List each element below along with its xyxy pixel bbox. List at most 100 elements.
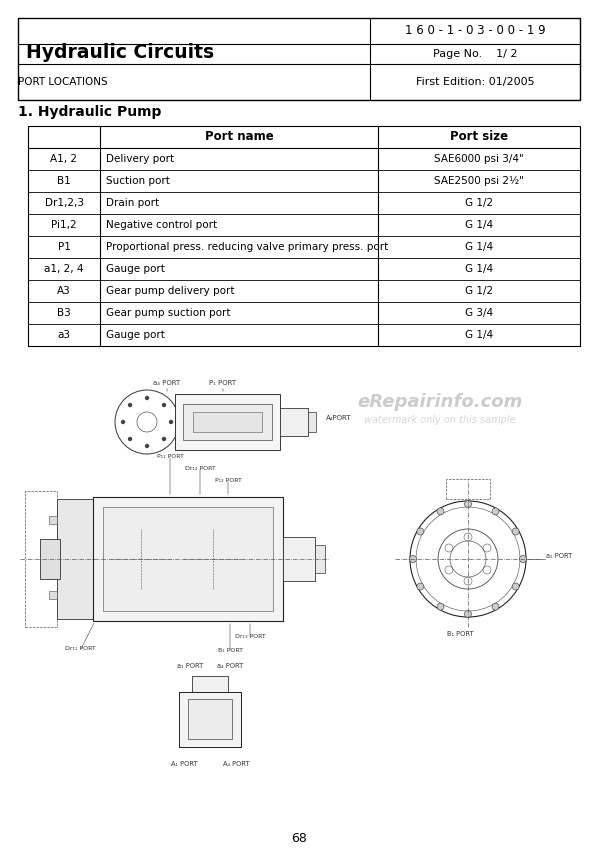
Bar [40,539,60,579]
Circle shape [191,729,197,735]
Circle shape [234,556,240,562]
Circle shape [127,536,132,541]
Text: P1: P1 [57,242,71,252]
Circle shape [512,583,519,590]
Text: a1, 2, 4: a1, 2, 4 [44,264,84,274]
Text: Gear pump delivery port: Gear pump delivery port [106,286,234,296]
Text: P₁₂ PORT: P₁₂ PORT [215,479,242,484]
Circle shape [223,703,229,709]
Circle shape [163,556,167,562]
Bar [49,566,57,574]
Circle shape [114,556,120,562]
Text: Pi1,2: Pi1,2 [51,220,77,230]
Text: Gauge port: Gauge port [106,264,165,274]
Text: Page No.    1/ 2: Page No. 1/ 2 [433,49,517,59]
Bar [315,545,325,573]
Circle shape [162,403,166,407]
Text: P₁ PORT: P₁ PORT [209,380,237,386]
Circle shape [465,500,471,507]
Circle shape [437,603,444,610]
Text: 1 6 0 - 1 - 0 3 - 0 0 - 1 9: 1 6 0 - 1 - 0 3 - 0 0 - 1 9 [405,24,545,37]
Text: PORT LOCATIONS: PORT LOCATIONS [18,77,108,87]
Bar [179,691,241,746]
Circle shape [437,508,444,515]
Circle shape [121,420,125,424]
Bar [308,412,316,432]
Circle shape [222,577,227,582]
Circle shape [492,603,499,610]
Bar [49,541,57,549]
Text: watermark only on this sample: watermark only on this sample [364,415,516,425]
Text: G 1/2: G 1/2 [465,286,493,296]
Circle shape [199,536,203,541]
Circle shape [151,577,155,582]
Bar [280,408,308,436]
Text: Dr₁₃ PORT: Dr₁₃ PORT [234,634,266,639]
Bar [103,507,273,611]
Text: B3: B3 [57,308,71,318]
Circle shape [127,577,132,582]
Text: Negative control port: Negative control port [106,220,217,230]
Bar [49,516,57,524]
Text: B1: B1 [57,176,71,186]
Text: A₁ PORT: A₁ PORT [170,760,197,766]
Text: a₁ PORT: a₁ PORT [546,553,572,559]
Text: a₄ PORT: a₄ PORT [217,664,243,670]
Text: a₄ PORT: a₄ PORT [153,380,181,386]
Circle shape [169,420,173,424]
Text: Gauge port: Gauge port [106,330,165,340]
Text: Port size: Port size [450,130,508,143]
Text: Hydraulic Circuits: Hydraulic Circuits [26,42,214,61]
Text: a3: a3 [57,330,71,340]
Text: G 1/4: G 1/4 [465,264,493,274]
Circle shape [187,556,191,562]
Bar [49,591,57,599]
Text: G 1/4: G 1/4 [465,330,493,340]
Text: G 1/2: G 1/2 [465,198,493,208]
Text: Port name: Port name [205,130,273,143]
Text: eRepairinfo.com: eRepairinfo.com [358,393,523,411]
Bar [283,537,315,581]
Text: 1. Hydraulic Pump: 1. Hydraulic Pump [18,105,161,119]
Circle shape [151,536,155,541]
Text: A₄PORT: A₄PORT [326,415,352,421]
Circle shape [417,583,424,590]
Circle shape [417,528,424,535]
Bar [93,497,283,621]
Circle shape [222,536,227,541]
Bar [193,412,262,432]
Circle shape [191,703,197,709]
Text: G 1/4: G 1/4 [465,220,493,230]
Text: G 3/4: G 3/4 [465,308,493,318]
Circle shape [520,556,526,562]
Text: G 1/4: G 1/4 [465,242,493,252]
Bar [25,491,57,627]
Text: Proportional press. reducing valve primary press. port: Proportional press. reducing valve prima… [106,242,388,252]
Text: SAE6000 psi 3/4": SAE6000 psi 3/4" [434,154,524,164]
Circle shape [145,396,149,400]
Circle shape [465,611,471,618]
Text: Delivery port: Delivery port [106,154,174,164]
Bar [446,479,490,499]
Text: Gear pump suction port: Gear pump suction port [106,308,230,318]
Circle shape [162,437,166,442]
Circle shape [410,556,416,562]
Text: P₁₁ PORT: P₁₁ PORT [157,454,184,460]
Circle shape [145,444,149,448]
Text: SAE2500 psi 2½": SAE2500 psi 2½" [434,176,524,186]
Bar [175,394,280,450]
Text: 68: 68 [291,833,307,846]
Circle shape [512,528,519,535]
Bar [192,676,228,691]
Text: Suction port: Suction port [106,176,170,186]
Text: a₁ PORT: a₁ PORT [177,664,203,670]
Text: B₁ PORT: B₁ PORT [447,631,473,637]
Text: Dr1,2,3: Dr1,2,3 [44,198,84,208]
Bar [188,699,232,739]
Text: First Edition: 01/2005: First Edition: 01/2005 [416,77,534,87]
Text: Dr₁₁ PORT: Dr₁₁ PORT [65,646,95,651]
Text: A1, 2: A1, 2 [50,154,78,164]
Circle shape [128,403,132,407]
Text: A₄ PORT: A₄ PORT [222,760,249,766]
Text: Dr₁₂ PORT: Dr₁₂ PORT [185,467,215,472]
